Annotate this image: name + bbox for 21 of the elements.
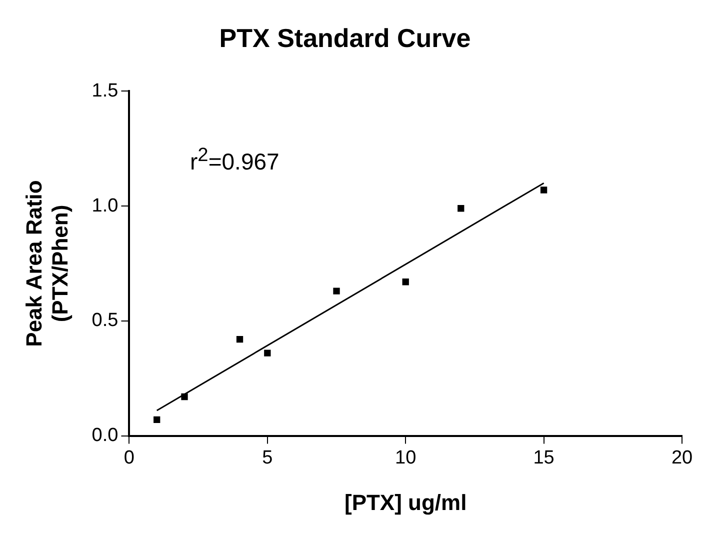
point — [181, 393, 188, 400]
x-tick-label: 0 — [124, 447, 134, 468]
y-tick-label: 1.5 — [92, 80, 118, 102]
y-axis-title: Peak Area Ratio (PTX/Phen) — [21, 180, 73, 347]
point — [236, 336, 244, 343]
y-tick-label: 1.0 — [92, 195, 118, 216]
point — [333, 288, 340, 294]
point — [458, 205, 464, 212]
x-tick-label: 20 — [671, 447, 693, 468]
point — [402, 278, 409, 286]
chart-title: PTX Standard Curve — [219, 22, 471, 53]
point — [264, 350, 271, 356]
y-tick-label: 0.5 — [92, 310, 118, 332]
point — [154, 416, 160, 424]
point — [540, 186, 548, 194]
annotation: r$^{2}$=0.967 — [190, 145, 280, 176]
x-tick-label: 10 — [395, 447, 416, 468]
x-tick-label: 5 — [262, 447, 273, 468]
x-axis-title: [PTX] ug/ml — [344, 490, 467, 515]
y-tick-label: 0.0 — [92, 425, 118, 446]
x-tick-label: 15 — [533, 447, 554, 468]
